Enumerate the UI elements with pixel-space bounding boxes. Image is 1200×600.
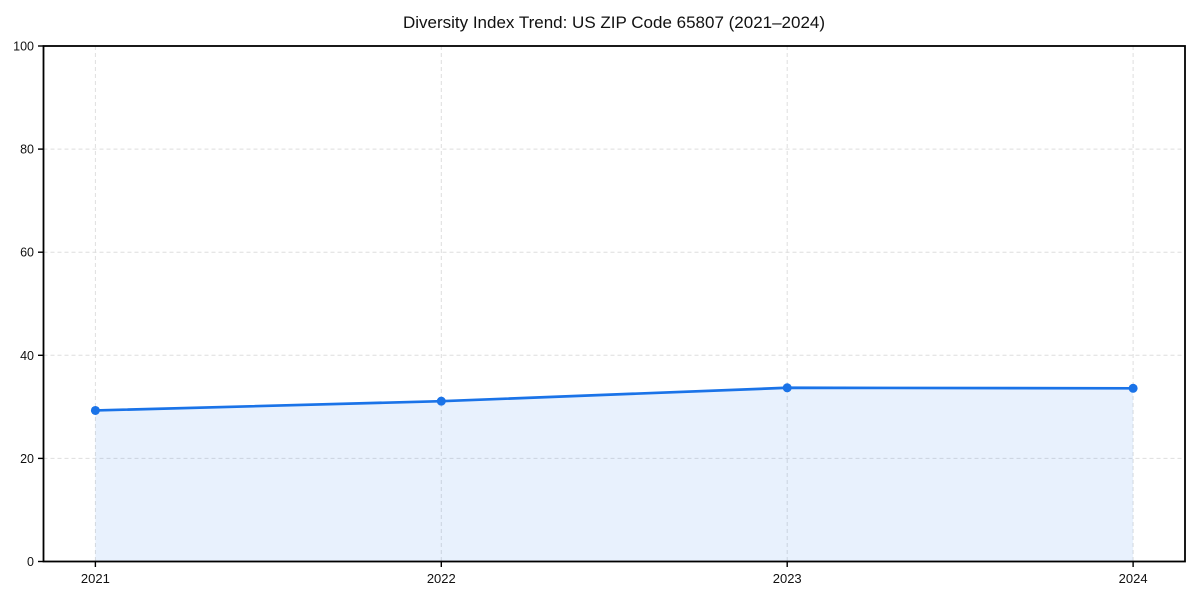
y-tick-label: 40 [20,349,34,363]
axes-layer [38,45,1186,567]
y-tick-label: 0 [27,555,34,569]
area-fill [95,387,1134,562]
data-points-layer [90,383,1138,415]
data-point [1128,383,1138,393]
chart-title: Diversity Index Trend: US ZIP Code 65807… [403,13,825,32]
x-tick-label: 2024 [1119,571,1148,586]
data-point [436,396,446,406]
x-tick-label: 2022 [427,571,456,586]
plot-border [42,45,1186,563]
trend-line [94,386,1135,412]
x-tick-label: 2023 [773,571,802,586]
data-point [90,405,100,415]
gridlines [43,45,1185,562]
y-tick-label: 60 [20,246,34,260]
data-point [782,383,792,393]
y-tick-label: 80 [20,143,34,157]
area-fill-layer [95,387,1134,562]
tick-labels-layer: 0 20 40 60 80 100 2021 2022 2023 2024 [13,40,1147,587]
y-tick-label: 100 [13,40,34,54]
y-tick-label: 20 [20,452,34,466]
trend-line-layer [94,386,1135,412]
x-tick-label: 2021 [81,571,110,586]
